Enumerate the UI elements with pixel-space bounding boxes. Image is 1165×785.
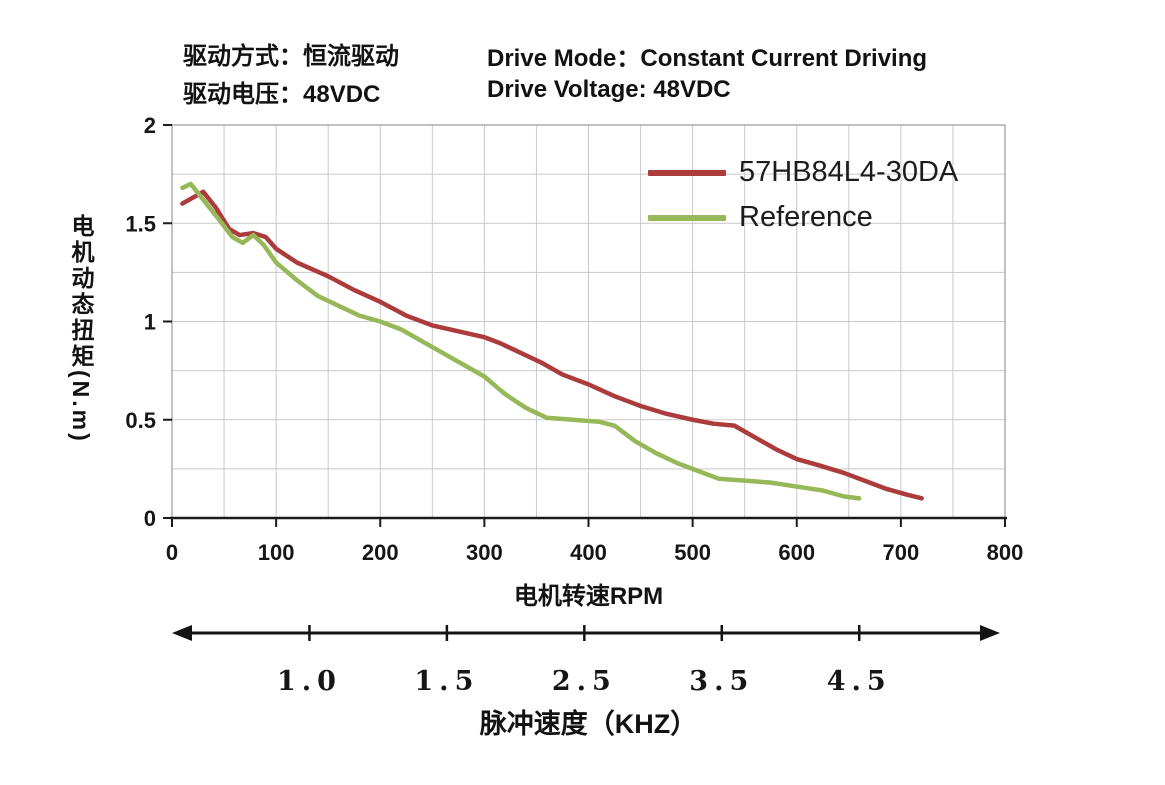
x-tick-label: 100 [258, 540, 295, 565]
legend-item-reference: Reference [648, 195, 958, 240]
arrowhead-right-icon [980, 625, 1000, 641]
chart-legend: 57HB84L4-30DA Reference [648, 150, 958, 240]
drive-voltage-label-en: Drive Voltage: 48VDC [487, 76, 731, 103]
red-series-line-swatch [648, 169, 726, 176]
x-axis-title: 电机转速RPM [513, 583, 664, 610]
pulse-tick-label: 1.5 [414, 666, 479, 697]
y-tick-label: 1.5 [125, 211, 156, 236]
y-tick-label: 0.5 [125, 408, 156, 433]
y-tick-label: 2 [144, 113, 156, 138]
pulse-tick-label: 4.5 [827, 666, 892, 697]
x-tick-label: 0 [166, 540, 178, 565]
pulse-axis-title: 脉冲速度（KHZ） [479, 709, 698, 739]
drive-mode-label-en: Drive Mode：Constant Current Driving [487, 45, 928, 72]
y-axis-title: 电机动态扭矩(N.m) [68, 214, 94, 444]
x-tick-label: 700 [883, 540, 920, 565]
legend-label-reference: Reference [739, 201, 873, 233]
series-line-Reference [180, 181, 862, 501]
x-tick-label: 800 [987, 540, 1024, 565]
x-tick-label: 200 [362, 540, 399, 565]
pulse-tick-label: 2.5 [552, 666, 617, 697]
pulse-tick-label: 3.5 [689, 666, 754, 697]
y-tick-label: 1 [144, 310, 156, 335]
x-tick-label: 500 [674, 540, 711, 565]
legend-label-series: 57HB84L4-30DA [739, 156, 959, 188]
pulse-tick-label: 1.0 [277, 666, 342, 697]
drive-mode-label-cn: 驱动方式：恒流驱动 [183, 43, 399, 70]
arrowhead-left-icon [172, 625, 192, 641]
x-tick-label: 600 [778, 540, 815, 565]
y-tick-label: 0 [144, 506, 156, 531]
green-reference-line-swatch [648, 214, 726, 221]
x-tick-label: 300 [466, 540, 503, 565]
drive-voltage-label-cn: 驱动电压：48VDC [183, 81, 381, 108]
legend-item-series: 57HB84L4-30DA [648, 150, 958, 195]
x-tick-label: 400 [570, 540, 607, 565]
